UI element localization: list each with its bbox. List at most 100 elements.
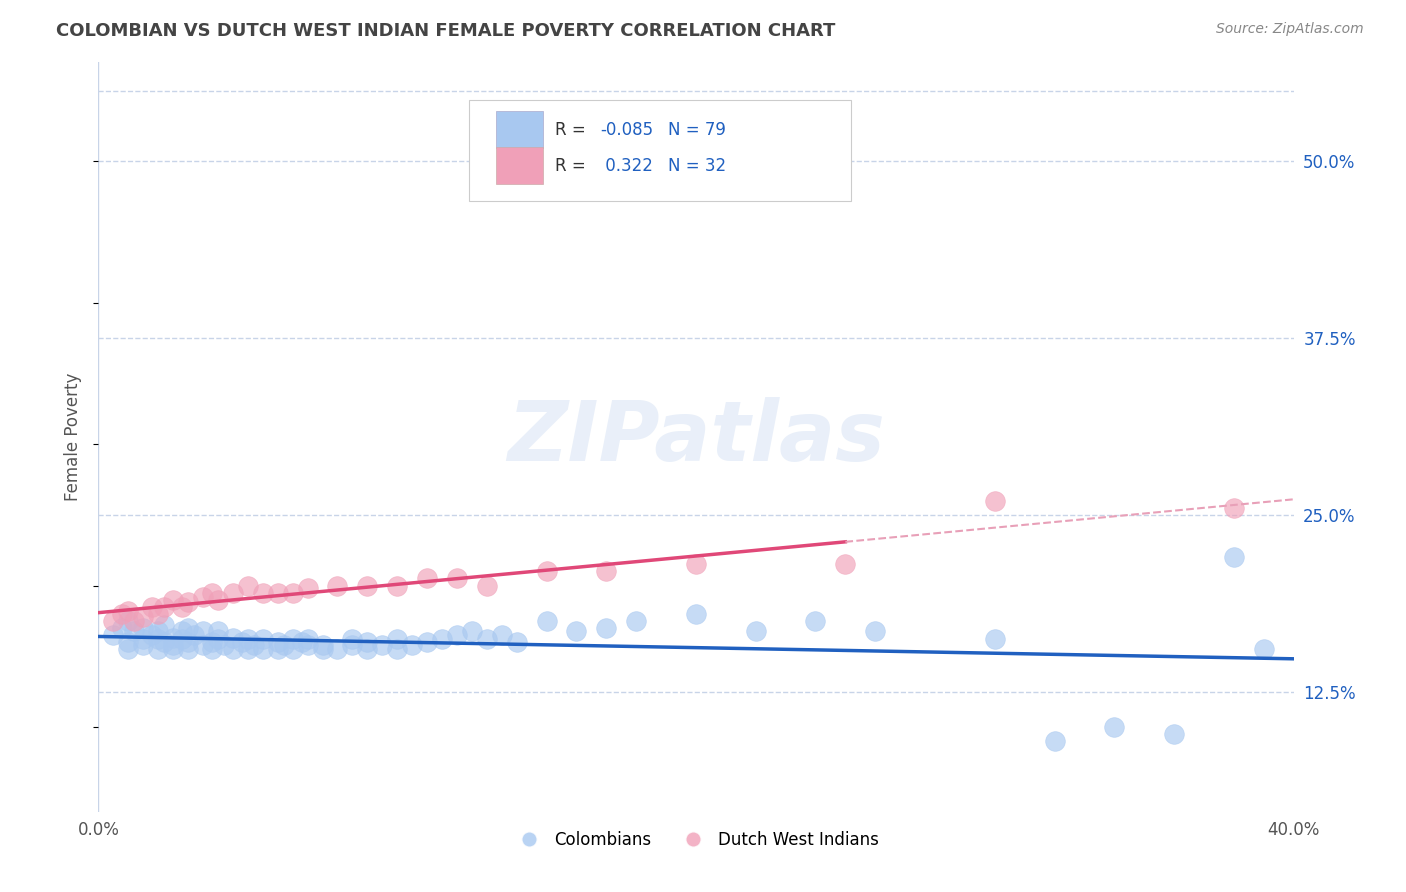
Point: [326, 578, 349, 592]
Point: [212, 638, 235, 652]
Point: [1104, 720, 1126, 734]
Text: R =: R =: [555, 157, 591, 175]
Point: [491, 628, 513, 642]
Point: [267, 585, 290, 599]
Point: [177, 595, 200, 609]
Point: [281, 632, 304, 647]
Point: [132, 632, 155, 647]
Point: [124, 614, 146, 628]
Point: [297, 638, 319, 652]
Point: [536, 565, 558, 579]
Point: [446, 571, 468, 585]
Point: [311, 638, 333, 652]
Point: [177, 621, 200, 635]
Point: [111, 621, 134, 635]
Point: [311, 642, 333, 657]
Point: [401, 638, 423, 652]
Point: [461, 624, 484, 638]
Point: [371, 638, 394, 652]
Point: [385, 632, 409, 647]
Point: [297, 582, 319, 596]
Point: [132, 609, 155, 624]
Point: [162, 631, 184, 645]
Point: [416, 571, 439, 585]
Point: [626, 614, 648, 628]
Point: [252, 642, 274, 657]
Point: [446, 628, 468, 642]
Point: [865, 624, 887, 638]
Point: [536, 614, 558, 628]
Text: 0.322: 0.322: [600, 157, 654, 175]
Point: [595, 621, 617, 635]
Point: [172, 632, 194, 647]
Text: R =: R =: [555, 121, 591, 139]
Point: [103, 614, 125, 628]
Point: [342, 638, 364, 652]
Point: [222, 642, 245, 657]
Point: [153, 599, 176, 614]
Point: [243, 638, 266, 652]
Point: [506, 635, 529, 649]
Y-axis label: Female Poverty: Female Poverty: [65, 373, 83, 501]
Point: [1043, 734, 1066, 748]
Point: [685, 607, 707, 621]
Point: [252, 632, 274, 647]
Point: [172, 624, 194, 638]
Point: [297, 632, 319, 647]
FancyBboxPatch shape: [470, 100, 852, 201]
Point: [252, 585, 274, 599]
Point: [117, 614, 139, 628]
Text: COLOMBIAN VS DUTCH WEST INDIAN FEMALE POVERTY CORRELATION CHART: COLOMBIAN VS DUTCH WEST INDIAN FEMALE PO…: [56, 22, 835, 40]
Point: [117, 642, 139, 657]
Point: [162, 642, 184, 657]
Point: [141, 628, 163, 642]
Point: [685, 558, 707, 572]
Point: [124, 624, 146, 638]
FancyBboxPatch shape: [496, 147, 543, 184]
Point: [236, 578, 259, 592]
Point: [236, 642, 259, 657]
Point: [356, 635, 378, 649]
Point: [834, 558, 856, 572]
Text: -0.085: -0.085: [600, 121, 654, 139]
Point: [207, 592, 229, 607]
Point: [191, 638, 214, 652]
Point: [201, 585, 224, 599]
Point: [745, 624, 768, 638]
Point: [475, 632, 498, 647]
Point: [172, 599, 194, 614]
Point: [132, 638, 155, 652]
Point: [281, 585, 304, 599]
Point: [141, 599, 163, 614]
FancyBboxPatch shape: [496, 112, 543, 148]
Point: [565, 624, 588, 638]
Point: [162, 638, 184, 652]
Text: N = 79: N = 79: [668, 121, 727, 139]
Point: [117, 604, 139, 618]
Point: [207, 632, 229, 647]
Point: [191, 624, 214, 638]
Point: [356, 578, 378, 592]
Point: [148, 624, 170, 638]
Point: [984, 632, 1007, 647]
Text: ZIPatlas: ZIPatlas: [508, 397, 884, 477]
Point: [148, 632, 170, 647]
Point: [148, 642, 170, 657]
Point: [385, 578, 409, 592]
Point: [148, 607, 170, 621]
Point: [1253, 642, 1275, 657]
Point: [342, 632, 364, 647]
Point: [356, 642, 378, 657]
Point: [804, 614, 827, 628]
Point: [111, 607, 134, 621]
Point: [326, 642, 349, 657]
Text: N = 32: N = 32: [668, 157, 727, 175]
Point: [132, 621, 155, 635]
Text: Source: ZipAtlas.com: Source: ZipAtlas.com: [1216, 22, 1364, 37]
Point: [475, 578, 498, 592]
Point: [267, 642, 290, 657]
Point: [177, 642, 200, 657]
Point: [416, 635, 439, 649]
Point: [222, 585, 245, 599]
Point: [231, 635, 253, 649]
